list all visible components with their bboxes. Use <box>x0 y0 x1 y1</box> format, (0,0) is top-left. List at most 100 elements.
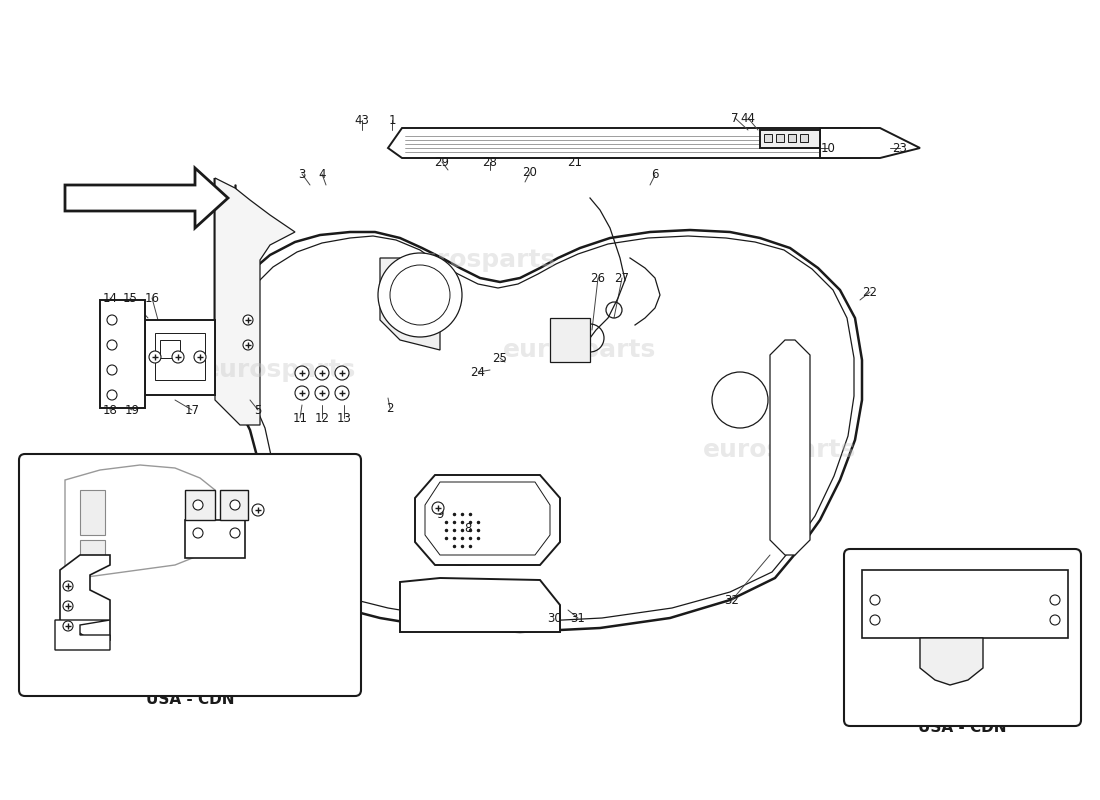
Circle shape <box>252 504 264 516</box>
Circle shape <box>148 351 161 363</box>
Circle shape <box>63 601 73 611</box>
Circle shape <box>870 615 880 625</box>
Circle shape <box>243 340 253 350</box>
Circle shape <box>336 366 349 380</box>
Text: 24: 24 <box>471 366 485 378</box>
Circle shape <box>107 340 117 350</box>
Text: 32: 32 <box>725 594 739 606</box>
Polygon shape <box>60 555 110 640</box>
FancyBboxPatch shape <box>19 454 361 696</box>
Circle shape <box>1050 595 1060 605</box>
Polygon shape <box>185 490 214 520</box>
Text: 29: 29 <box>434 155 450 169</box>
Text: 42: 42 <box>60 583 76 597</box>
Text: 6: 6 <box>651 169 659 182</box>
Text: 34: 34 <box>970 598 986 611</box>
Text: 35: 35 <box>147 658 163 671</box>
Text: 25: 25 <box>493 351 507 365</box>
Text: 18: 18 <box>102 403 118 417</box>
Bar <box>788 134 796 142</box>
Polygon shape <box>760 130 820 148</box>
Text: 42: 42 <box>85 638 99 651</box>
Text: 28: 28 <box>483 155 497 169</box>
Circle shape <box>107 365 117 375</box>
Circle shape <box>295 386 309 400</box>
Text: 36: 36 <box>251 631 265 645</box>
Text: 5: 5 <box>254 403 262 417</box>
Polygon shape <box>145 320 214 395</box>
Text: 31: 31 <box>571 611 585 625</box>
Circle shape <box>870 595 880 605</box>
Text: 26: 26 <box>591 271 605 285</box>
Circle shape <box>315 366 329 380</box>
Text: 14: 14 <box>102 291 118 305</box>
Text: 2: 2 <box>386 402 394 414</box>
Polygon shape <box>379 258 440 350</box>
Text: 30: 30 <box>548 611 562 625</box>
Circle shape <box>107 315 117 325</box>
Polygon shape <box>220 490 248 520</box>
Text: 9: 9 <box>437 509 443 522</box>
Text: 36: 36 <box>251 631 265 645</box>
Text: 21: 21 <box>568 155 583 169</box>
Circle shape <box>63 581 73 591</box>
Text: 13: 13 <box>337 411 351 425</box>
Bar <box>776 134 784 142</box>
Polygon shape <box>770 340 810 555</box>
Text: 33: 33 <box>968 622 982 634</box>
Text: 33: 33 <box>970 622 986 634</box>
Text: 44: 44 <box>740 111 756 125</box>
Text: 15: 15 <box>122 291 138 305</box>
Polygon shape <box>80 540 104 558</box>
Circle shape <box>230 500 240 510</box>
Polygon shape <box>214 178 862 632</box>
Text: 16: 16 <box>88 635 102 649</box>
Circle shape <box>192 500 204 510</box>
Polygon shape <box>550 318 590 362</box>
Text: 40: 40 <box>60 601 76 614</box>
Text: 7: 7 <box>732 111 739 125</box>
Text: 41: 41 <box>293 631 308 645</box>
Text: 37: 37 <box>271 631 285 645</box>
Circle shape <box>712 372 768 428</box>
Circle shape <box>192 528 204 538</box>
Circle shape <box>194 351 206 363</box>
Text: 4: 4 <box>318 167 326 181</box>
Polygon shape <box>400 578 560 632</box>
Polygon shape <box>185 520 245 558</box>
Text: 15: 15 <box>65 635 79 649</box>
Text: 16: 16 <box>144 291 159 305</box>
Text: 43: 43 <box>354 114 370 126</box>
Text: eurosparts: eurosparts <box>404 248 557 272</box>
Polygon shape <box>80 490 104 535</box>
Circle shape <box>336 386 349 400</box>
Text: 39: 39 <box>104 663 120 677</box>
Polygon shape <box>862 570 1068 638</box>
Text: 19: 19 <box>124 403 140 417</box>
Text: 1: 1 <box>388 114 396 126</box>
Text: 10: 10 <box>821 142 835 154</box>
FancyBboxPatch shape <box>844 549 1081 726</box>
Circle shape <box>432 502 444 514</box>
Text: 37: 37 <box>271 631 285 645</box>
Text: 41: 41 <box>293 631 308 645</box>
Text: 14: 14 <box>44 635 59 649</box>
Text: 40: 40 <box>108 638 122 651</box>
Bar <box>764 134 772 142</box>
Circle shape <box>427 495 497 565</box>
Circle shape <box>172 351 184 363</box>
Text: USA - CDN: USA - CDN <box>145 693 234 707</box>
Text: 23: 23 <box>892 142 907 154</box>
Text: USA - CDN: USA - CDN <box>917 721 1006 735</box>
Circle shape <box>243 315 253 325</box>
Text: 8: 8 <box>464 522 472 534</box>
Text: 39: 39 <box>80 654 96 666</box>
Circle shape <box>295 366 309 380</box>
Circle shape <box>107 390 117 400</box>
Text: eurosparts: eurosparts <box>703 438 857 462</box>
Circle shape <box>378 253 462 337</box>
Polygon shape <box>214 178 295 425</box>
Polygon shape <box>820 128 920 158</box>
Circle shape <box>315 386 329 400</box>
Polygon shape <box>388 128 880 158</box>
